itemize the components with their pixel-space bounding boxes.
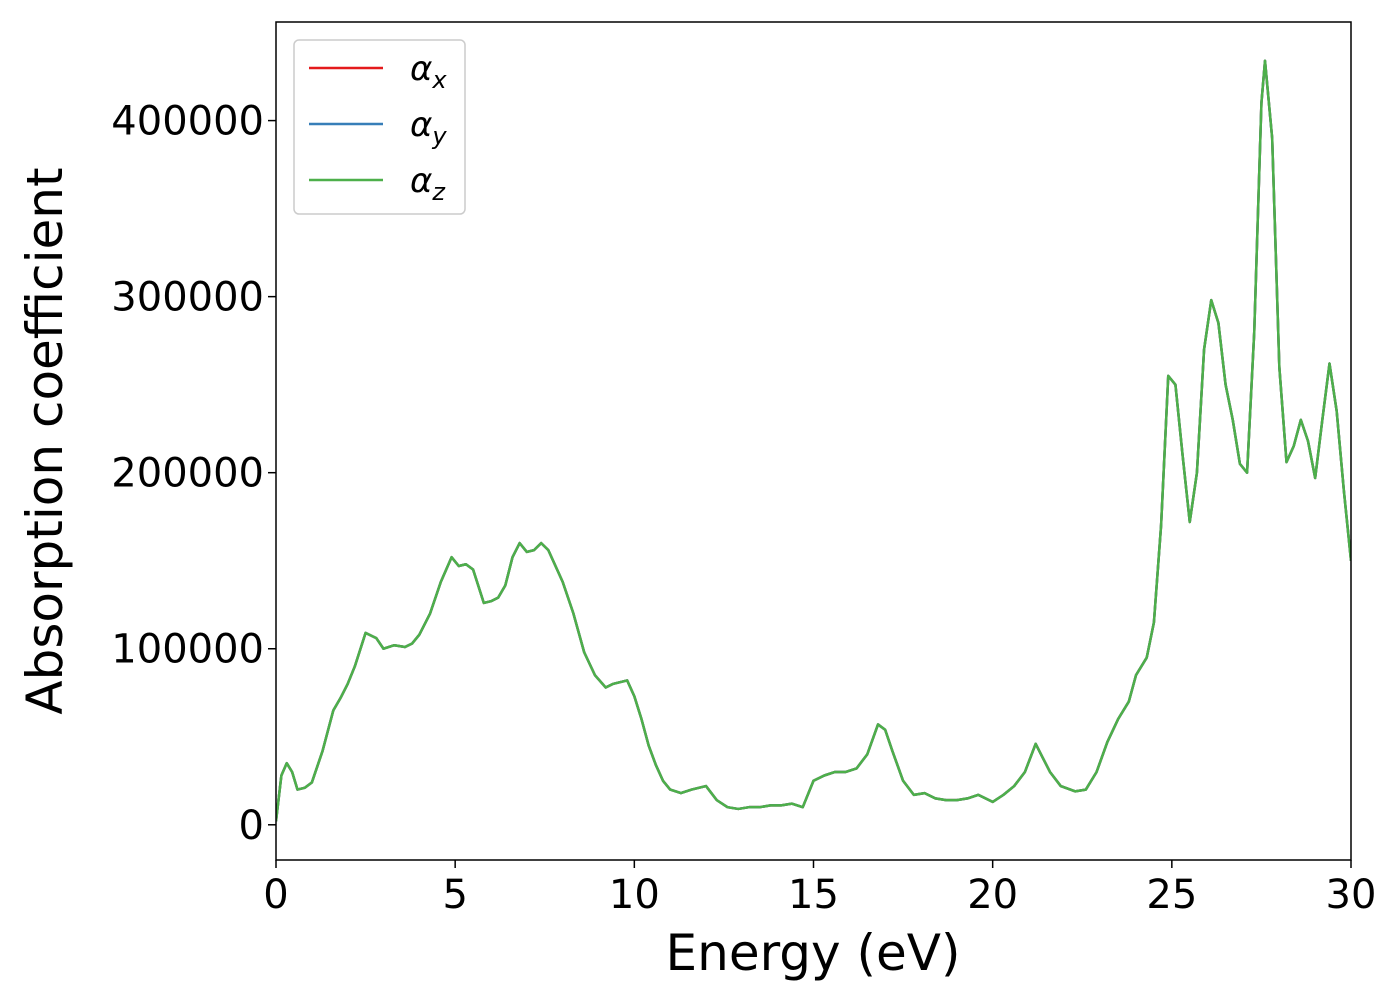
x-tick-label: 30 [1326, 872, 1377, 918]
legend-label-x: αx [410, 49, 447, 94]
y-tick-label: 0 [239, 803, 264, 849]
y-axis: 0 100000 200000 300000 400000 [111, 99, 276, 849]
series-line-z [276, 59, 1351, 822]
x-tick-label: 25 [1146, 872, 1197, 918]
y-tick-label: 400000 [111, 99, 264, 145]
legend-label-y: αy [410, 105, 447, 150]
legend: αx αy αz [293, 39, 466, 215]
x-tick-label: 20 [967, 872, 1018, 918]
y-tick-label: 200000 [111, 451, 264, 497]
x-axis-label: Energy (eV) [666, 924, 961, 982]
legend-box [293, 39, 466, 215]
x-tick-label: 5 [442, 872, 467, 918]
y-axis-label: Absorption coefficient [16, 167, 74, 714]
x-tick-label: 0 [263, 872, 288, 918]
x-tick-label: 10 [609, 872, 660, 918]
series-layer [276, 59, 1351, 822]
x-axis: 0 5 10 15 20 25 30 [263, 860, 1376, 918]
y-tick-label: 300000 [111, 275, 264, 321]
legend-label-z: αz [410, 161, 446, 206]
x-tick-label: 15 [788, 872, 839, 918]
y-tick-label: 100000 [111, 627, 264, 673]
